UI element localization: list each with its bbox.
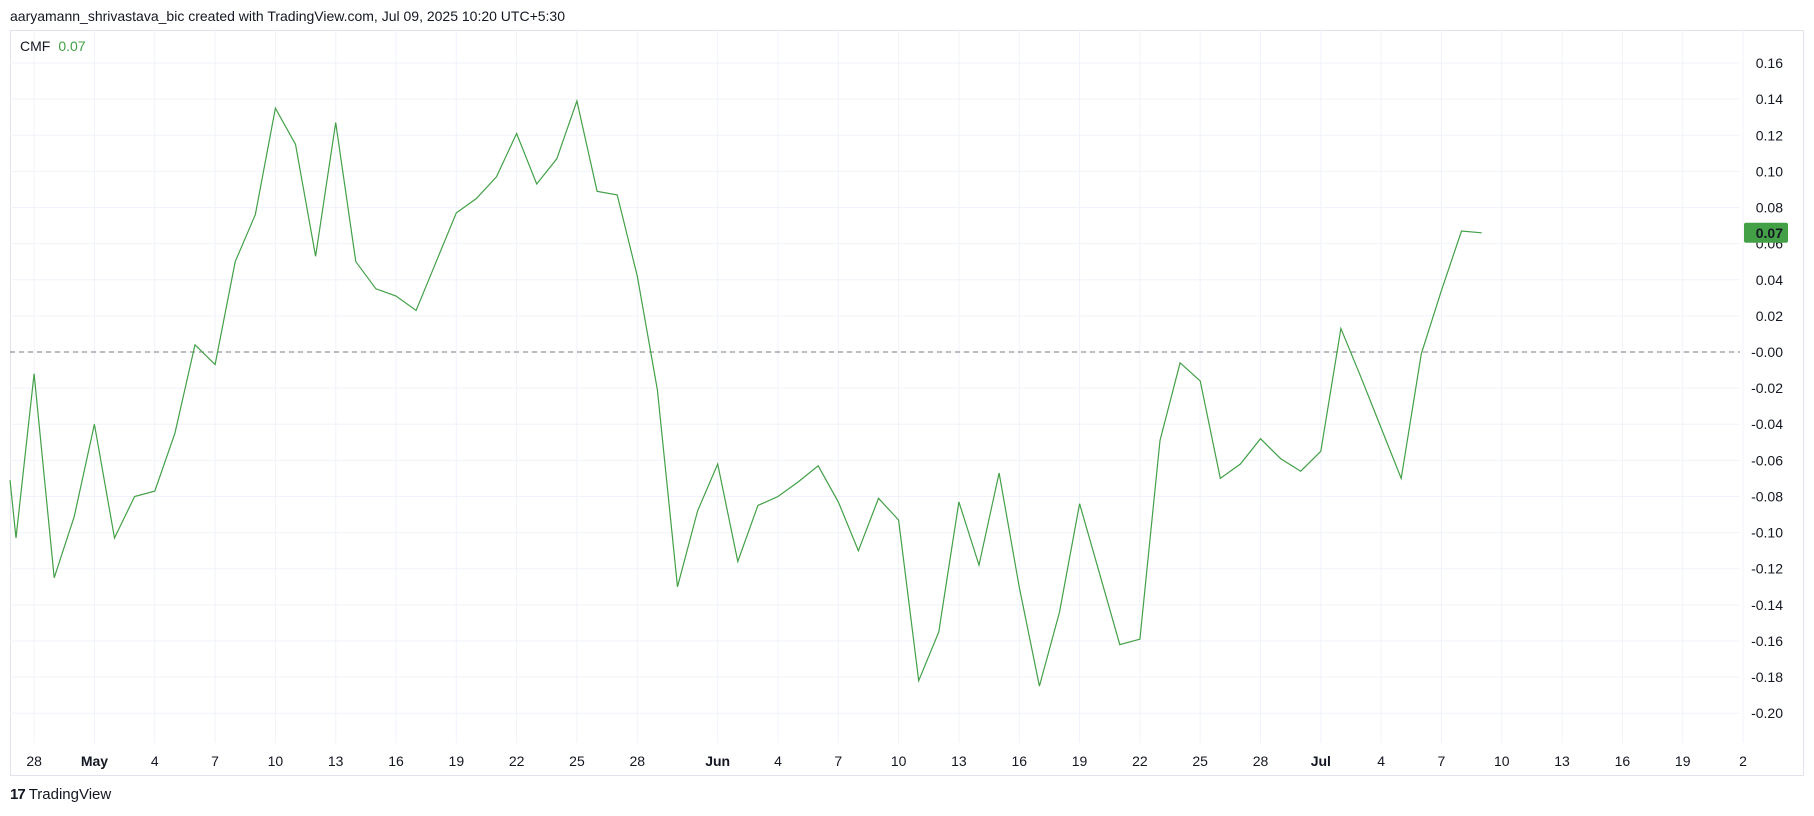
footer-brand[interactable]: 17 TradingView <box>10 786 111 803</box>
x-tick-label: 4 <box>151 753 159 769</box>
indicator-legend[interactable]: CMF 0.07 <box>20 38 86 54</box>
y-axis: 0.160.140.120.100.080.060.040.02-0.00-0.… <box>1751 55 1783 721</box>
x-tick-label: Jul <box>1311 753 1331 769</box>
x-tick-label: 28 <box>26 753 42 769</box>
x-tick-label: 13 <box>951 753 967 769</box>
y-tick-label: 0.16 <box>1756 55 1783 71</box>
y-tick-label: -0.20 <box>1751 705 1783 721</box>
x-tick-label: 13 <box>1554 753 1570 769</box>
x-tick-label: 19 <box>449 753 465 769</box>
y-tick-label: -0.00 <box>1751 344 1783 360</box>
x-tick-label: 16 <box>388 753 404 769</box>
x-tick-label: 19 <box>1072 753 1088 769</box>
chart-attribution: aaryamann_shrivastava_bic created with T… <box>10 8 566 24</box>
x-tick-label: 13 <box>328 753 344 769</box>
x-tick-label: 16 <box>1615 753 1631 769</box>
x-tick-label: 28 <box>629 753 645 769</box>
y-tick-label: 0.12 <box>1756 127 1783 143</box>
y-tick-label: 0.10 <box>1756 163 1783 179</box>
x-tick-label: 7 <box>1438 753 1446 769</box>
y-tick-label: 0.08 <box>1756 200 1783 216</box>
y-tick-label: -0.02 <box>1751 380 1783 396</box>
chart-frame <box>10 30 1804 776</box>
y-tick-label: 0.04 <box>1756 272 1783 288</box>
x-tick-label: Jun <box>705 753 730 769</box>
x-tick-label: 10 <box>891 753 907 769</box>
x-axis: 28 May 4 7 10 13 16 19 22 25 28 Jun 4 7 10 13 16 19 22 25 28… <box>26 753 1747 769</box>
x-tick-label: 22 <box>509 753 525 769</box>
x-tick-label: 2 <box>1739 753 1747 769</box>
x-tick-label: 25 <box>569 753 585 769</box>
last-value-label: 0.07 <box>1744 222 1788 243</box>
y-tick-label: -0.18 <box>1751 669 1783 685</box>
y-tick-label: -0.14 <box>1751 597 1783 613</box>
x-tick-label: 10 <box>1494 753 1510 769</box>
x-tick-label: 10 <box>268 753 284 769</box>
last-value-text: 0.07 <box>1756 225 1783 241</box>
x-tick-label: 25 <box>1192 753 1208 769</box>
x-tick-label: 4 <box>1377 753 1385 769</box>
y-tick-label: -0.16 <box>1751 633 1783 649</box>
cmf-series-line <box>9 98 1482 687</box>
y-tick-label: -0.04 <box>1751 416 1783 432</box>
x-tick-label: 4 <box>774 753 782 769</box>
x-tick-label: 16 <box>1011 753 1027 769</box>
y-tick-label: -0.12 <box>1751 561 1783 577</box>
y-tick-label: 0.14 <box>1756 91 1783 107</box>
tradingview-logo-icon: 17 <box>10 786 26 803</box>
x-tick-label: 7 <box>834 753 842 769</box>
y-tick-label: -0.10 <box>1751 525 1783 541</box>
x-tick-label: May <box>81 753 108 769</box>
indicator-name: CMF <box>20 38 51 54</box>
y-tick-label: -0.06 <box>1751 452 1783 468</box>
indicator-value: 0.07 <box>58 38 86 54</box>
x-tick-label: 7 <box>211 753 219 769</box>
x-tick-label: 28 <box>1253 753 1269 769</box>
y-tick-label: 0.02 <box>1756 308 1783 324</box>
brand-name: TradingView <box>28 786 112 803</box>
x-tick-label: 22 <box>1132 753 1148 769</box>
y-tick-label: -0.08 <box>1751 488 1783 504</box>
x-tick-label: 19 <box>1675 753 1691 769</box>
